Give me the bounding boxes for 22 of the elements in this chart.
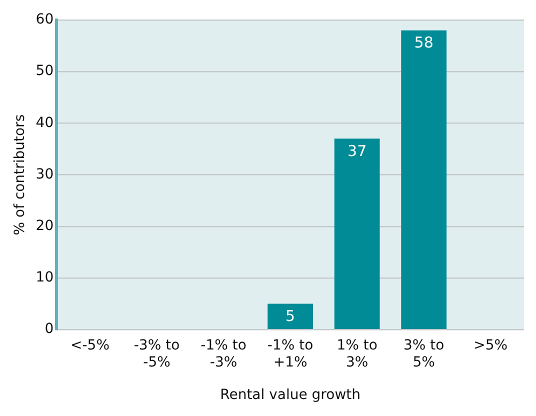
x-tick-label: 1% to 3% [336,338,378,370]
y-tick-label: 50 [36,63,54,80]
x-tick-label: 3% to 5% [403,338,444,370]
y-axis-title: % of contributors [12,114,28,236]
x-axis-title: Rental value growth [220,387,361,404]
y-tick-label: 20 [36,218,54,234]
data-label: 58 [414,34,434,52]
bar [268,304,314,329]
data-label: 5 [286,307,296,326]
bar [334,138,380,329]
y-tick-label: 60 [36,12,54,28]
x-tick-label: >5% [474,338,508,354]
y-tick-label: 10 [36,270,54,286]
y-tick-label: 30 [36,166,54,182]
data-label: 37 [348,142,367,160]
x-tick-label: -3% to -5% [134,338,180,370]
x-tick-label: -1% to -3% [200,338,246,370]
bar [401,30,447,329]
y-tick-label: 40 [36,114,54,131]
x-tick-label: <-5% [70,338,110,354]
x-tick-label: -1% to +1% [267,338,314,370]
y-tick-label: 0 [44,321,54,338]
